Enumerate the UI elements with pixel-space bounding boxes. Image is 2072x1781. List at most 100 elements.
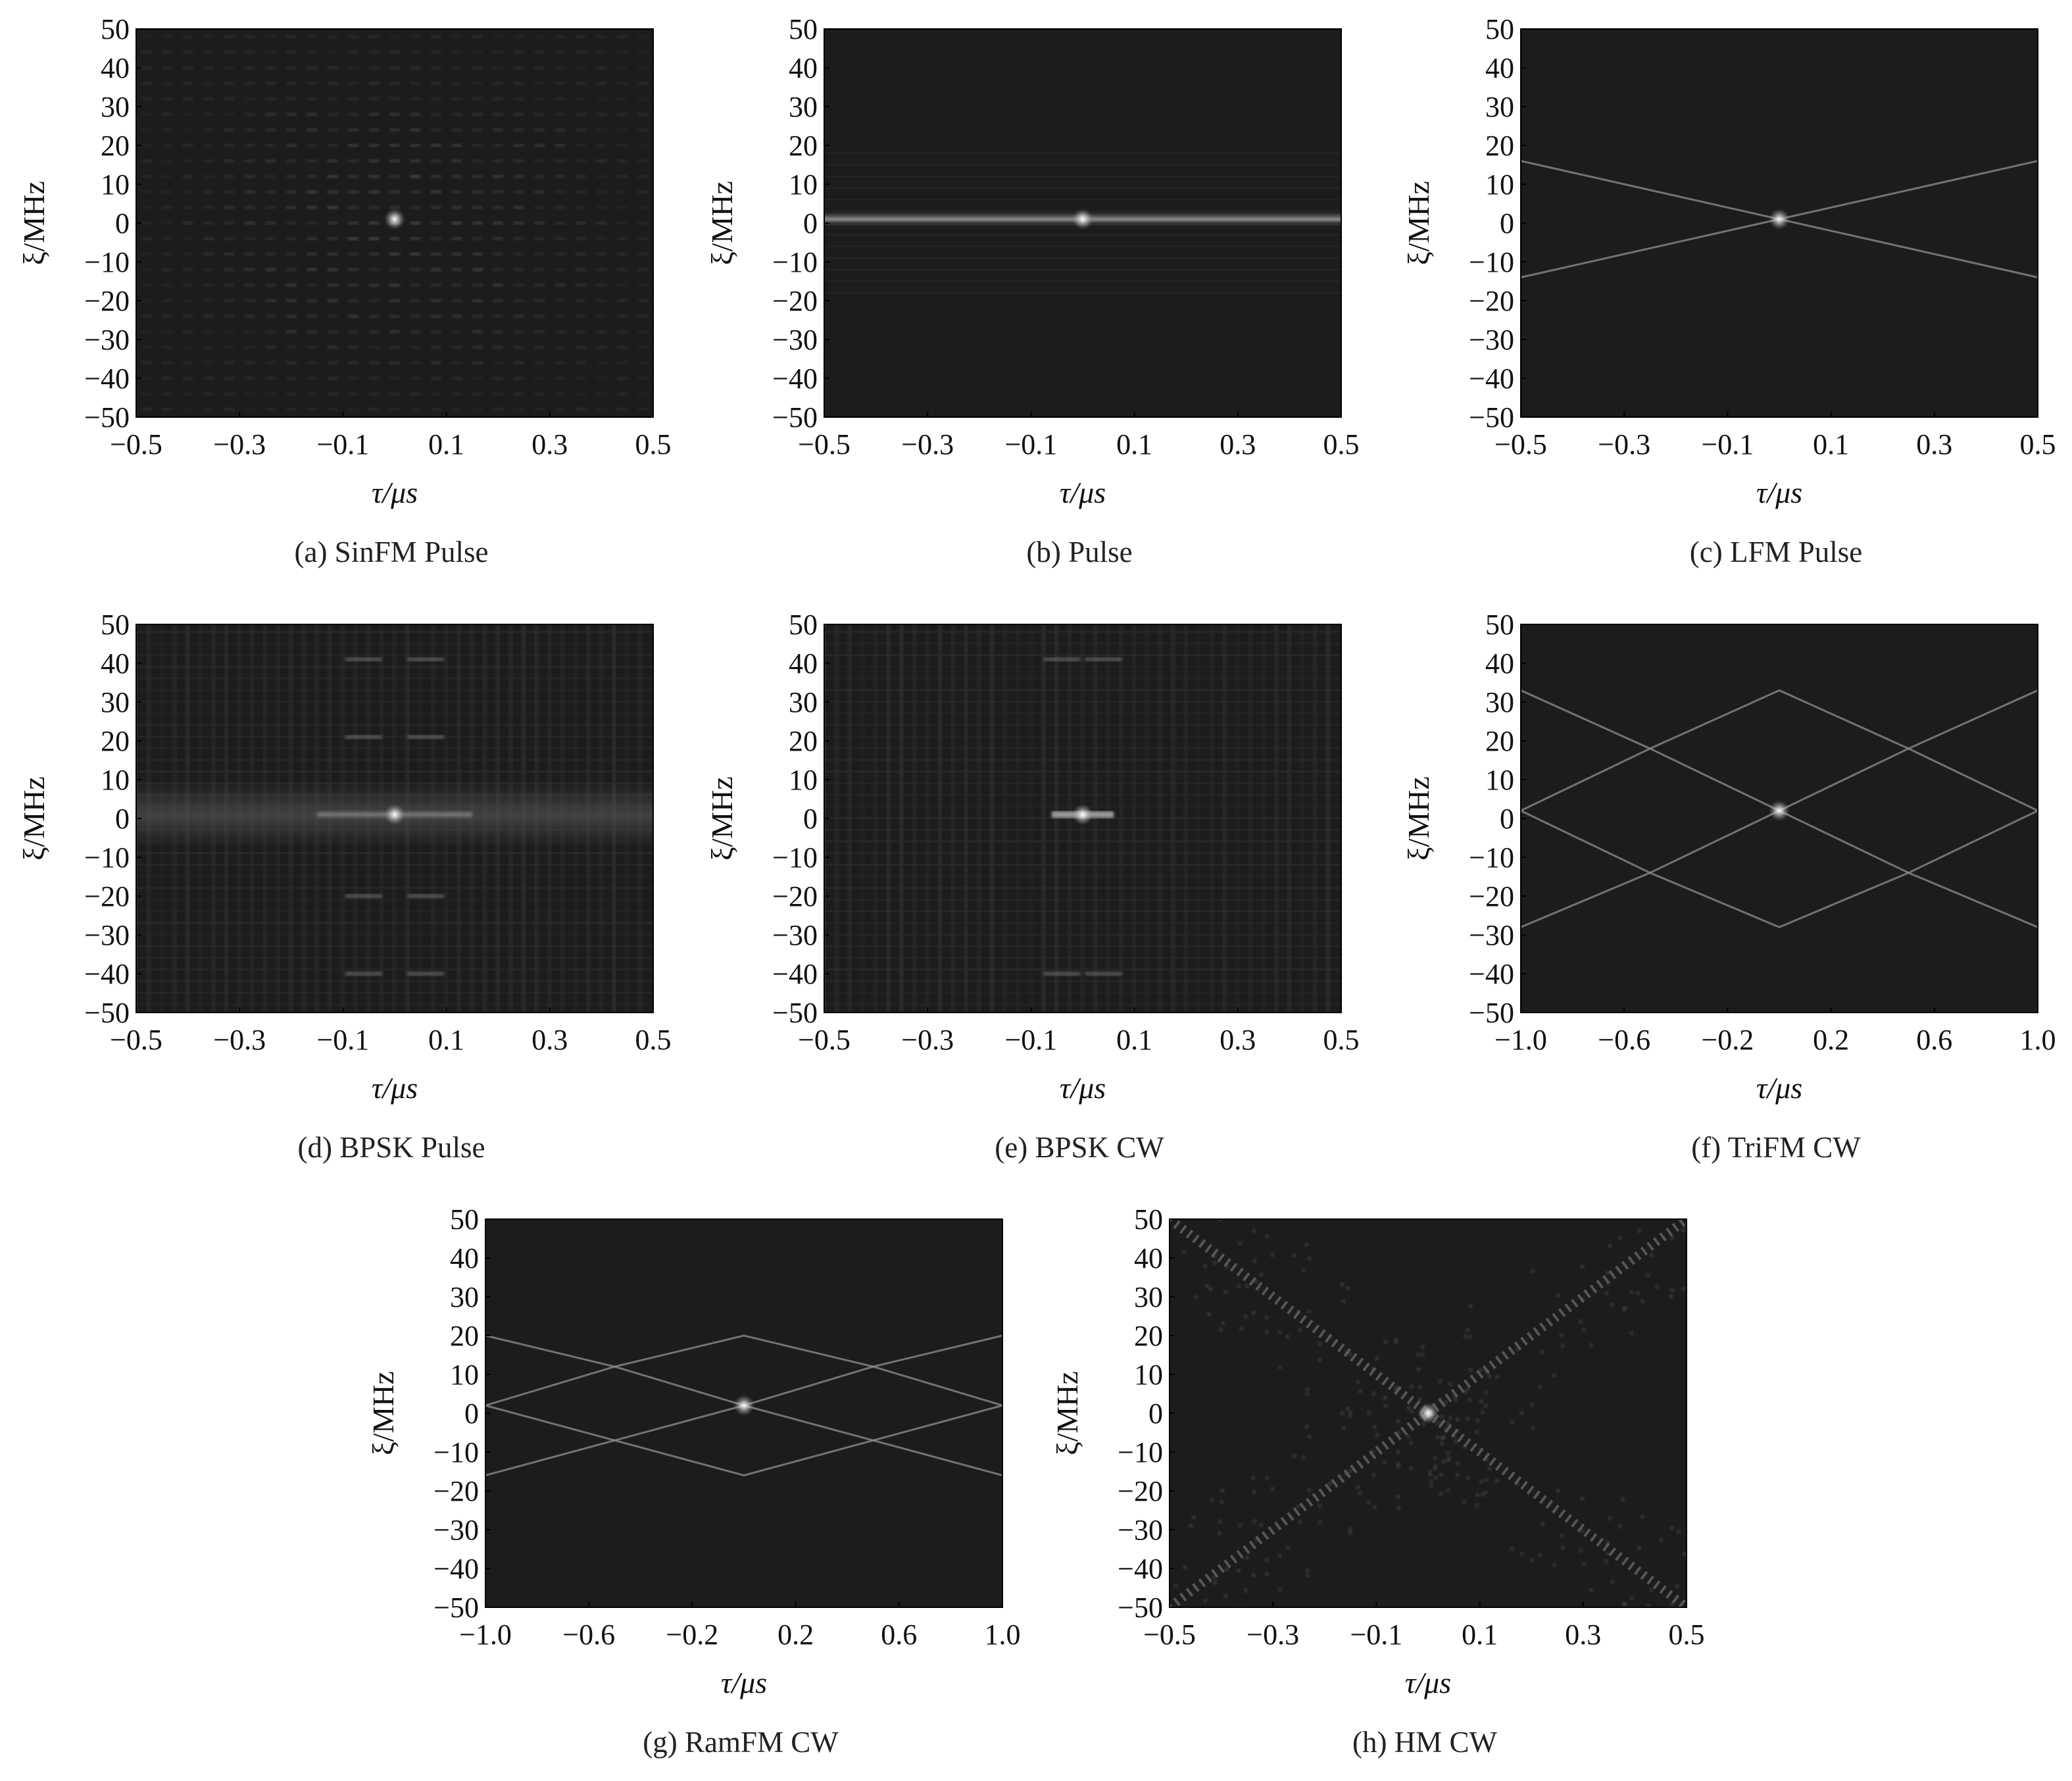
sidelobe-mark xyxy=(430,330,441,334)
background-stripe xyxy=(824,957,1341,959)
sidelobe-mark xyxy=(1681,1228,1685,1232)
y-tick-label: 40 xyxy=(101,647,130,680)
sidelobe-mark xyxy=(596,205,607,209)
sidelobe-mark xyxy=(1479,1399,1484,1403)
sidelobe-mark xyxy=(224,221,235,225)
sidelobe-mark xyxy=(1219,1327,1223,1332)
sidelobe-mark xyxy=(1296,1309,1300,1314)
sidelobe-mark xyxy=(1463,1390,1468,1395)
main-peak xyxy=(1418,1403,1439,1424)
sidelobe-mark xyxy=(1393,1388,1398,1393)
sidelobe-mark xyxy=(534,82,545,86)
sidelobe-mark xyxy=(637,407,649,411)
sidelobe-mark xyxy=(555,392,566,396)
sidelobe-mark xyxy=(182,128,193,132)
sidelobe-mark xyxy=(1475,1430,1479,1434)
sidelobe-mark xyxy=(1479,1368,1483,1372)
sidelobe-mark xyxy=(1270,1486,1275,1491)
sidelobe-mark xyxy=(472,128,483,132)
sidelobe-mark xyxy=(1348,1352,1352,1357)
sidelobe-mark xyxy=(1224,1567,1229,1571)
sidelobe-mark xyxy=(1435,1435,1440,1440)
sidelobe-mark xyxy=(389,268,400,272)
sidelobe-mark xyxy=(1409,1384,1414,1389)
sidelobe-mark xyxy=(265,252,276,256)
sidelobe-mark xyxy=(451,50,462,54)
y-tick-label: 0 xyxy=(464,1397,479,1430)
y-tick-label: 30 xyxy=(1485,91,1514,123)
sidelobe-mark xyxy=(472,35,483,39)
sidelobe-mark xyxy=(451,128,462,132)
sidelobe-mark xyxy=(637,330,649,334)
sidelobe-mark xyxy=(141,66,152,70)
y-tick-label: 0 xyxy=(803,207,818,239)
sidelobe-mark xyxy=(1217,1219,1221,1222)
sidelobe-line xyxy=(824,176,1341,178)
sidelobe-mark xyxy=(307,330,318,334)
sidelobe-mark xyxy=(1606,1551,1610,1556)
sidelobe-mark xyxy=(1552,1563,1557,1567)
sidelobe-mark xyxy=(407,657,445,662)
sidelobe-mark xyxy=(1443,1427,1448,1432)
x-tick-label: −0.3 xyxy=(213,1024,266,1056)
sidelobe-mark xyxy=(244,361,255,364)
sidelobe-mark xyxy=(410,299,421,303)
y-tick-label: −40 xyxy=(772,958,818,990)
sidelobe-mark xyxy=(1220,1499,1224,1504)
sidelobe-mark xyxy=(285,35,297,39)
sidelobe-mark xyxy=(327,221,338,225)
sidelobe-mark xyxy=(493,66,504,70)
sidelobe-mark xyxy=(1207,1642,1211,1645)
sidelobe-mark xyxy=(1468,1368,1473,1372)
sidelobe-mark xyxy=(1396,1506,1401,1511)
sidelobe-mark xyxy=(368,66,380,70)
sidelobe-mark xyxy=(389,376,400,380)
sidelobe-mark xyxy=(1085,657,1122,662)
sidelobe-mark xyxy=(1610,1303,1615,1307)
sidelobe-mark xyxy=(1455,1428,1460,1433)
sidelobe-mark xyxy=(410,113,421,116)
y-tick-label: 40 xyxy=(1485,647,1514,680)
sidelobe-mark xyxy=(265,113,276,116)
sidelobe-mark xyxy=(265,205,276,209)
sidelobe-mark xyxy=(1608,1243,1612,1248)
sidelobe-mark xyxy=(141,345,152,349)
sidelobe-mark xyxy=(575,174,586,178)
sidelobe-mark xyxy=(1466,1387,1470,1392)
sidelobe-mark xyxy=(141,283,152,287)
background-stripe xyxy=(824,689,1341,691)
y-tick-label: 40 xyxy=(1485,52,1514,84)
sidelobe-mark xyxy=(555,174,566,178)
x-tick-label: −0.5 xyxy=(798,1024,851,1056)
sidelobe-mark xyxy=(307,221,318,225)
sidelobe-mark xyxy=(285,376,297,380)
y-tick-label: 30 xyxy=(1485,686,1514,718)
sidelobe-mark xyxy=(327,314,338,318)
sidelobe-mark xyxy=(141,299,152,303)
sidelobe-mark xyxy=(1277,1365,1282,1370)
sidelobe-mark xyxy=(1344,1472,1349,1476)
sidelobe-mark xyxy=(224,283,235,287)
background-stripe xyxy=(136,677,653,680)
sidelobe-mark xyxy=(285,252,297,256)
sidelobe-mark xyxy=(513,221,524,225)
sidelobe-mark xyxy=(555,330,566,334)
sidelobe-mark xyxy=(1433,1467,1437,1471)
x-axis-label: τ/μs xyxy=(372,476,418,509)
sidelobe-mark xyxy=(1043,657,1081,662)
background-stripe xyxy=(824,770,1341,773)
sidelobe-mark xyxy=(1212,1254,1217,1259)
sidelobe-mark xyxy=(637,376,649,380)
sidelobe-mark xyxy=(1341,1299,1346,1303)
sidelobe-mark xyxy=(513,190,524,194)
sidelobe-mark xyxy=(430,174,441,178)
sidelobe-mark xyxy=(430,82,441,86)
sidelobe-mark xyxy=(430,190,441,194)
sidelobe-mark xyxy=(451,66,462,70)
sidelobe-mark xyxy=(616,159,628,163)
sidelobe-mark xyxy=(244,190,255,194)
sidelobe-mark xyxy=(389,128,400,132)
sidelobe-mark xyxy=(1409,1441,1414,1445)
sidelobe-mark xyxy=(285,345,297,349)
sidelobe-mark xyxy=(1610,1580,1615,1584)
